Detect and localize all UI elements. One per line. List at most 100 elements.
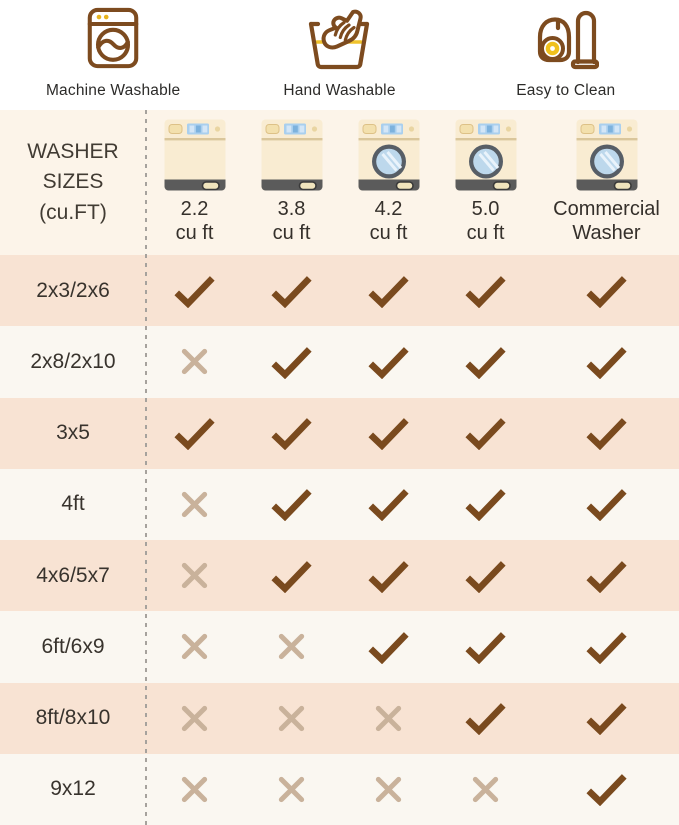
check-icon	[586, 703, 627, 736]
column-label: 4.2 cu ft	[369, 198, 408, 245]
cell-8ft/8x10-commercial	[534, 683, 679, 754]
column-label: 3.8 cu ft	[272, 198, 311, 245]
front-load-washer-icon	[576, 119, 637, 191]
cell-3x5-3.8	[243, 398, 340, 469]
cell-4x6/5x7-2.2	[146, 540, 243, 611]
legend-label: Hand Washable	[283, 82, 396, 99]
cell-4ft-3.8	[243, 469, 340, 540]
check-icon	[368, 275, 409, 308]
check-icon	[586, 346, 627, 379]
cross-icon	[181, 491, 208, 518]
cell-2x3/2x6-2.2	[146, 255, 243, 326]
check-icon	[586, 631, 627, 664]
table-corner-title: WASHER SIZES (cu.FT)	[0, 110, 146, 255]
cross-icon	[181, 634, 208, 660]
corner-line-1: WASHER	[27, 139, 119, 163]
cross-icon	[375, 776, 402, 803]
check-icon	[271, 418, 312, 451]
column-header-4.2: 4.2 cu ft	[340, 110, 437, 255]
washing-machine-icon	[83, 2, 143, 72]
vacuum-icon	[533, 2, 599, 72]
check-icon	[368, 346, 409, 379]
front-load-washer-icon	[358, 119, 419, 191]
check-icon	[465, 703, 506, 736]
check-icon	[586, 560, 627, 593]
cell-3x5-2.2	[146, 398, 243, 469]
table-row-9x12: 9x12	[0, 753, 679, 825]
cell-4x6/5x7-5.0	[437, 540, 534, 611]
cell-8ft/8x10-4.2	[340, 683, 437, 754]
care-legend: Machine Washable Hand Washable	[0, 0, 679, 110]
cell-6ft/6x9-2.2	[146, 611, 243, 682]
cell-9x12-3.8	[243, 754, 340, 825]
dashed-column-divider	[145, 110, 147, 825]
cell-6ft/6x9-5.0	[437, 611, 534, 682]
cross-icon	[181, 776, 208, 803]
legend-item-machine-washable: Machine Washable	[0, 0, 226, 110]
cell-6ft/6x9-commercial	[534, 611, 679, 682]
corner-line-3: (cu.FT)	[39, 200, 107, 224]
row-label: 4x6/5x7	[36, 563, 110, 587]
column-header-3.8: 3.8 cu ft	[243, 110, 340, 255]
check-icon	[271, 275, 312, 308]
check-icon	[368, 418, 409, 451]
cell-2x8/2x10-4.2	[340, 326, 437, 397]
check-icon	[465, 631, 506, 664]
cell-8ft/8x10-3.8	[243, 683, 340, 754]
column-label: 5.0 cu ft	[466, 198, 505, 245]
check-icon	[368, 560, 409, 593]
cell-4ft-2.2	[146, 469, 243, 540]
cross-icon	[472, 776, 499, 803]
check-icon	[586, 489, 627, 522]
table-header-row: WASHER SIZES (cu.FT) 2.2 cu ft 3.8 cu ft	[0, 110, 679, 255]
top-load-washer-icon	[164, 119, 225, 191]
table-body: 2x3/2x6 2x8/2x10 3x5 4f	[0, 255, 679, 825]
cell-2x3/2x6-commercial	[534, 255, 679, 326]
cross-icon	[181, 562, 208, 589]
row-label: 4ft	[61, 492, 85, 516]
row-label: 2x3/2x6	[36, 278, 110, 302]
cross-icon	[278, 634, 305, 660]
column-label: Commercial Washer	[553, 198, 660, 245]
check-icon	[465, 489, 506, 522]
table-row-2x8/2x10: 2x8/2x10	[0, 326, 679, 398]
table-row-8ft/8x10: 8ft/8x10	[0, 682, 679, 754]
cell-3x5-5.0	[437, 398, 534, 469]
check-icon	[586, 774, 627, 807]
legend-label: Easy to Clean	[516, 82, 616, 99]
table-row-2x3/2x6: 2x3/2x6	[0, 255, 679, 327]
cell-4ft-commercial	[534, 469, 679, 540]
row-label: 8ft/8x10	[35, 706, 111, 730]
column-label: 2.2 cu ft	[175, 198, 214, 245]
table-row-6ft/6x9: 6ft/6x9	[0, 611, 679, 683]
cross-icon	[181, 705, 208, 731]
row-label: 3x5	[56, 421, 90, 445]
check-icon	[271, 489, 312, 522]
cell-3x5-4.2	[340, 398, 437, 469]
legend-label: Machine Washable	[45, 82, 181, 99]
check-icon	[586, 418, 627, 451]
cell-2x8/2x10-2.2	[146, 326, 243, 397]
check-icon	[465, 275, 506, 308]
check-icon	[368, 631, 409, 664]
cell-2x8/2x10-3.8	[243, 326, 340, 397]
column-header-5.0: 5.0 cu ft	[437, 110, 534, 255]
cross-icon	[375, 705, 402, 731]
check-icon	[465, 418, 506, 451]
cell-6ft/6x9-3.8	[243, 611, 340, 682]
cell-2x3/2x6-4.2	[340, 255, 437, 326]
cell-2x8/2x10-5.0	[437, 326, 534, 397]
washer-size-table: WASHER SIZES (cu.FT) 2.2 cu ft 3.8 cu ft	[0, 110, 679, 825]
cell-6ft/6x9-4.2	[340, 611, 437, 682]
cell-2x8/2x10-commercial	[534, 326, 679, 397]
cross-icon	[278, 705, 305, 731]
top-load-washer-icon	[261, 119, 322, 191]
row-label: 6ft/6x9	[41, 634, 105, 658]
check-icon	[174, 275, 215, 308]
row-label: 9x12	[50, 777, 96, 801]
hand-wash-icon	[301, 2, 377, 72]
cell-9x12-5.0	[437, 754, 534, 825]
cross-icon	[181, 349, 208, 375]
cell-9x12-4.2	[340, 754, 437, 825]
cell-4x6/5x7-commercial	[534, 540, 679, 611]
